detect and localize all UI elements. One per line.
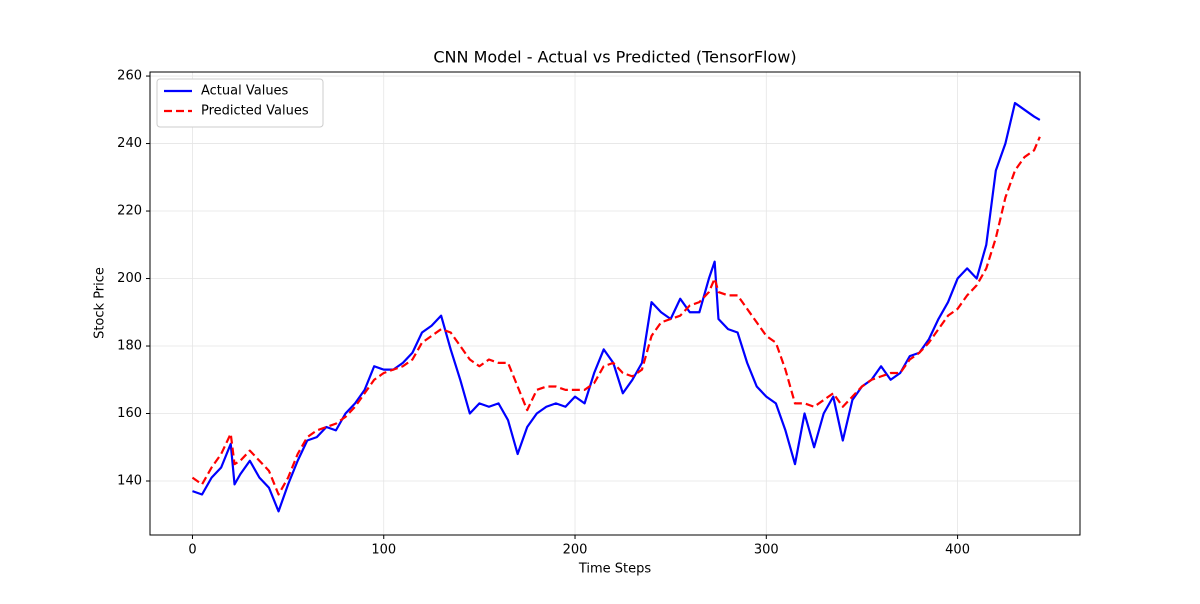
series-line — [192, 101, 1041, 513]
y-tick-label: 140 — [117, 474, 142, 489]
series-line — [191, 136, 1041, 496]
legend-label: Predicted Values — [201, 104, 309, 119]
chart-title: CNN Model - Actual vs Predicted (TensorF… — [433, 48, 796, 67]
y-tick-label: 200 — [117, 271, 142, 286]
legend-label: Actual Values — [201, 84, 289, 99]
y-tick-label: 260 — [117, 69, 142, 84]
x-tick-label: 400 — [945, 543, 970, 558]
y-tick-label: 240 — [117, 136, 142, 151]
x-tick-label: 0 — [188, 543, 196, 558]
y-tick-label: 160 — [117, 406, 142, 421]
y-tick-label: 220 — [117, 204, 142, 219]
plot-frame — [149, 71, 1081, 536]
y-axis-label: Stock Price — [93, 267, 108, 339]
x-axis-label: Time Steps — [578, 562, 652, 577]
x-tick-label: 200 — [563, 543, 588, 558]
x-tick-label: 300 — [754, 543, 779, 558]
x-tick-label: 100 — [371, 543, 396, 558]
y-tick-label: 180 — [117, 339, 142, 354]
legend-box — [156, 78, 324, 128]
